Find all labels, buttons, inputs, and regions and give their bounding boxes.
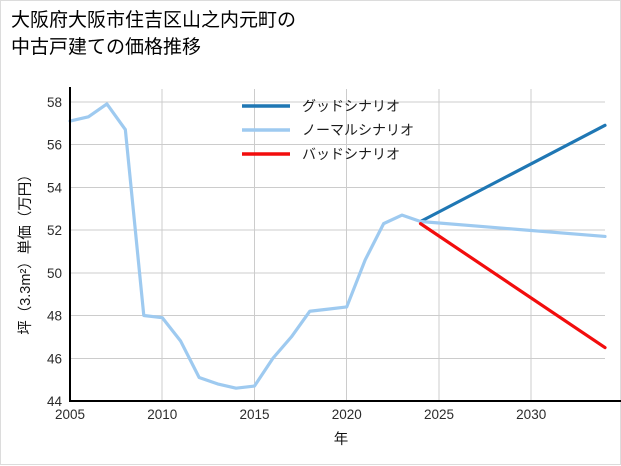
legend-label: グッドシナリオ (302, 98, 400, 114)
x-gridlines (161, 89, 532, 401)
y-tick-label: 48 (47, 309, 62, 324)
legend-label: ノーマルシナリオ (302, 122, 414, 138)
y-gridlines (70, 101, 605, 359)
x-axis-title: 年 (334, 431, 349, 448)
y-axis-title: 坪（3.3m²）単価（万円） (17, 167, 34, 335)
x-tick-labels: 2005 2010 2015 2020 2025 2030 (55, 407, 546, 422)
page-title: 大阪府大阪市住吉区山之内元町の 中古戸建ての価格推移 (11, 10, 297, 58)
x-tick-label: 2030 (516, 407, 546, 422)
y-tick-label: 58 (47, 95, 62, 110)
y-tick-label: 50 (47, 266, 62, 281)
x-tick-label: 2025 (424, 407, 454, 422)
y-tick-label: 52 (47, 223, 62, 238)
series-line-good (418, 123, 607, 224)
axis-spines (68, 87, 621, 403)
y-tick-label: 54 (47, 180, 63, 195)
legend-label: バッドシナリオ (302, 146, 400, 162)
y-tick-label: 56 (47, 138, 62, 153)
x-tick-label: 2020 (332, 407, 362, 422)
y-tick-labels: 44 46 48 50 52 54 56 58 (47, 95, 63, 409)
series-line-bad (418, 222, 607, 350)
x-tick-label: 2015 (239, 407, 269, 422)
x-tick-label: 2005 (55, 407, 85, 422)
y-tick-label: 44 (47, 394, 63, 409)
series-layer (68, 102, 607, 390)
series-line-normal (68, 102, 607, 390)
x-tick-label: 2010 (147, 407, 177, 422)
y-tick-label: 46 (47, 351, 62, 366)
